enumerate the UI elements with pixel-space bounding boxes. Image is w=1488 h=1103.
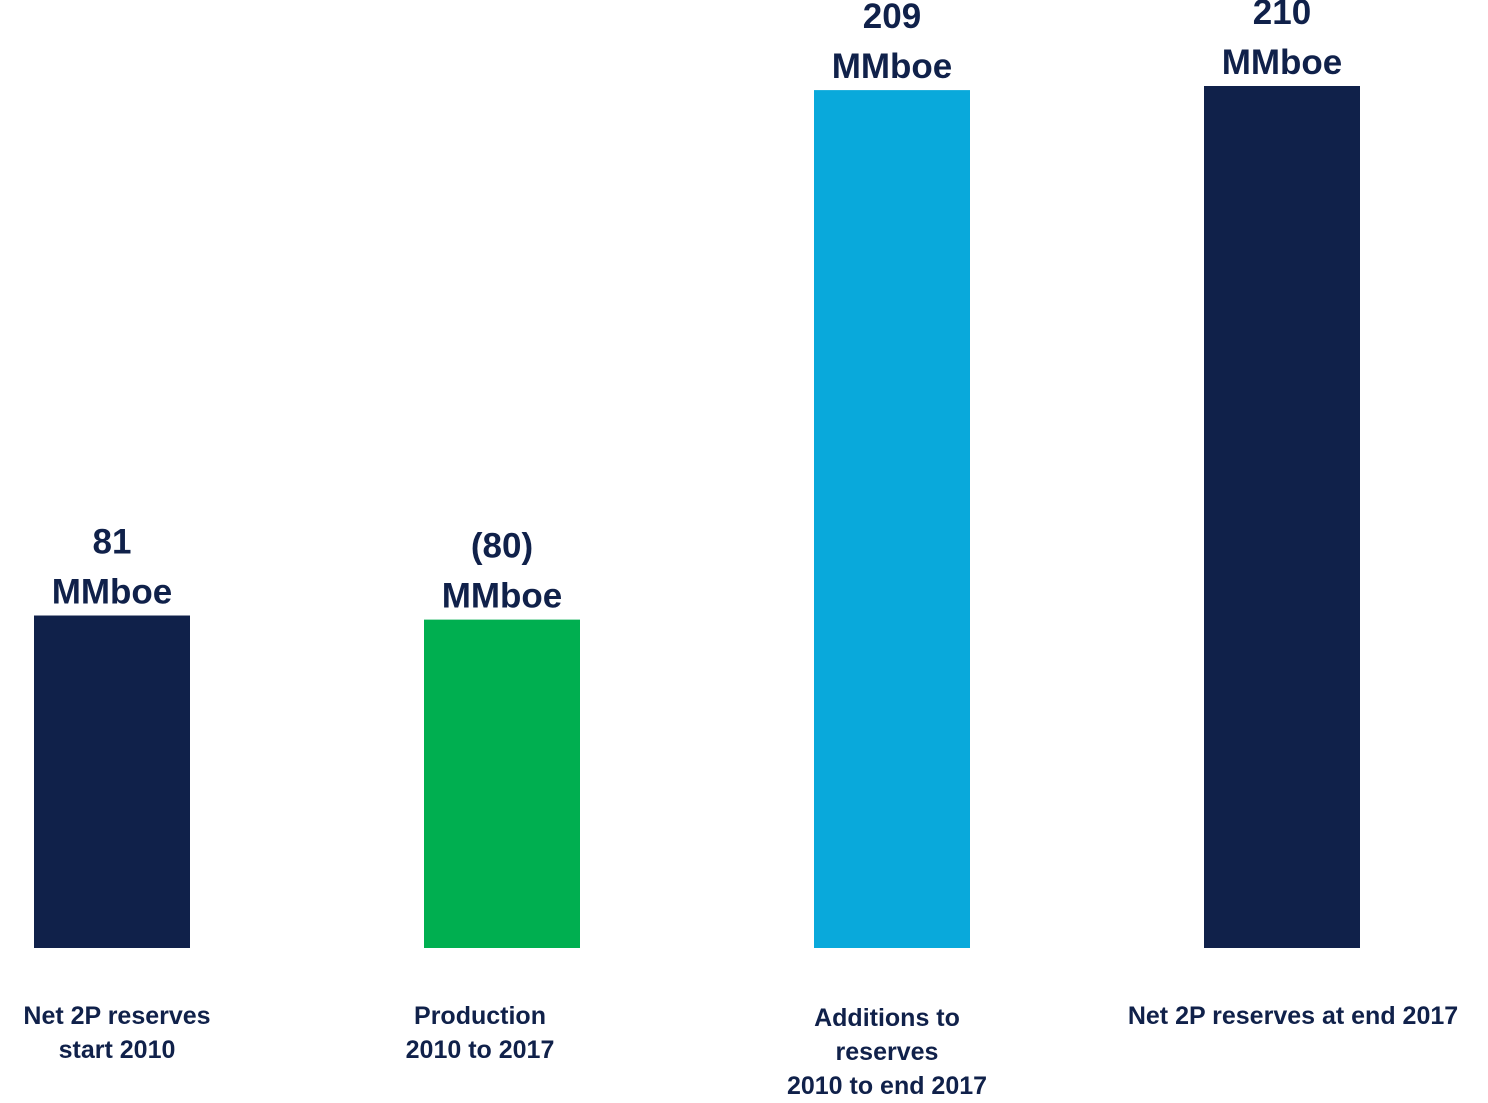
- bar-1: [34, 615, 190, 948]
- category-label-2: Production 2010 to 2017: [406, 1002, 555, 1064]
- category-label-3: Additions to reserves 2010 to end 2017: [787, 1004, 987, 1100]
- value-label-3: 209 MMboe: [832, 0, 953, 86]
- value-label-1: 81 MMboe: [52, 523, 173, 612]
- category-label-1: Net 2P reserves start 2010: [23, 1002, 210, 1064]
- bar-2: [424, 619, 580, 948]
- bar-3: [814, 90, 970, 949]
- value-label-2: (80) MMboe: [442, 527, 563, 616]
- bar-4: [1204, 86, 1360, 948]
- value-label-4: 210 MMboe: [1222, 0, 1343, 82]
- category-label-4: Net 2P reserves at end 2017: [1128, 1002, 1458, 1030]
